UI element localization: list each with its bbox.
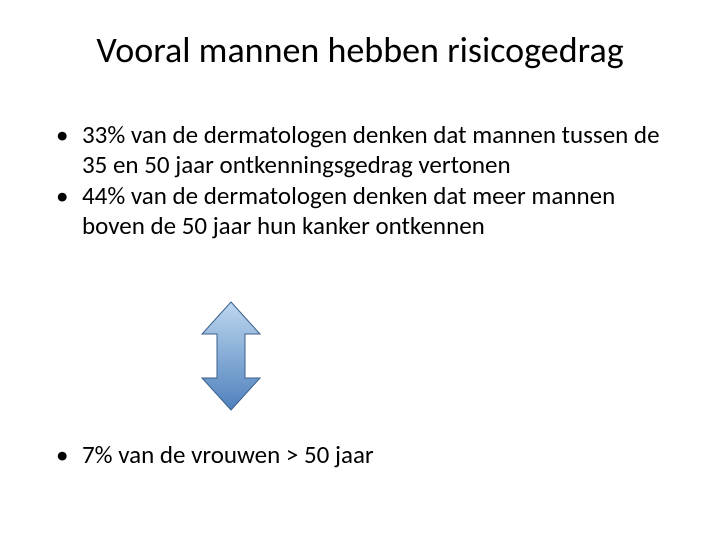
slide-title: Vooral mannen hebben risicogedrag <box>0 28 720 72</box>
list-item: 44% van de dermatologen denken dat meer … <box>56 181 664 240</box>
body-top: 33% van de dermatologen denken dat manne… <box>56 120 664 242</box>
slide: Vooral mannen hebben risicogedrag 33% va… <box>0 0 720 540</box>
bullet-text: 44% van de dermatologen denken dat meer … <box>82 180 615 241</box>
list-item: 7% van de vrouwen > 50 jaar <box>56 440 664 470</box>
bullet-text: 7% van de vrouwen > 50 jaar <box>82 439 374 470</box>
bullet-list-bottom: 7% van de vrouwen > 50 jaar <box>56 440 664 470</box>
bullet-list-top: 33% van de dermatologen denken dat manne… <box>56 120 664 240</box>
bullet-text: 33% van de dermatologen denken dat manne… <box>82 119 660 180</box>
body-bottom: 7% van de vrouwen > 50 jaar <box>56 440 664 472</box>
arrow-path <box>202 302 260 410</box>
list-item: 33% van de dermatologen denken dat manne… <box>56 120 664 179</box>
double-arrow-icon <box>198 300 264 412</box>
